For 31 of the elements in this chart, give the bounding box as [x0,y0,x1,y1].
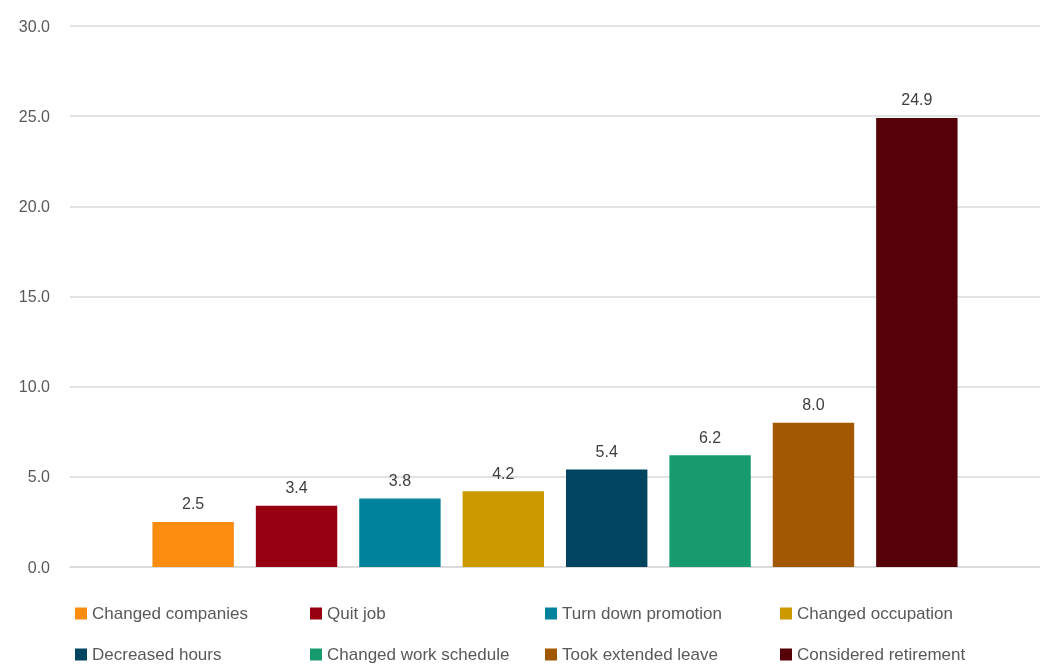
y-tick-label: 20.0 [18,197,51,215]
legend-label: Changed companies [92,604,248,623]
data-label: 4.2 [492,464,515,482]
data-label: 24.9 [901,91,933,109]
legend-label: Took extended leave [562,645,718,664]
data-label: 3.8 [388,471,412,489]
data-label: 2.5 [182,495,205,513]
y-tick-label: 30.0 [18,17,51,35]
bar [772,422,855,567]
bar [359,498,441,567]
bar [876,117,958,567]
data-label: 5.4 [595,443,618,461]
bar [565,469,648,567]
y-tick-label: 5.0 [27,468,51,486]
legend-label: Changed work schedule [327,645,510,664]
bar [462,491,545,567]
data-label: 6.2 [698,428,722,446]
bar [152,521,234,567]
legend-label: Considered retirement [797,645,966,664]
y-tick-label: 15.0 [18,288,51,305]
y-tick-label: 25.0 [18,107,51,125]
legend-label: Changed occupation [797,604,953,623]
y-tick-label: 10.0 [18,378,51,396]
legend-label: Decreased hours [92,645,222,664]
data-label: 8.0 [802,396,825,414]
bar [669,455,751,567]
data-label: 3.4 [285,479,308,497]
bar [255,505,338,567]
legend-label: Turn down promotion [562,604,723,623]
y-tick-label: 0.0 [27,558,51,576]
legend-label: Quit job [327,604,386,623]
